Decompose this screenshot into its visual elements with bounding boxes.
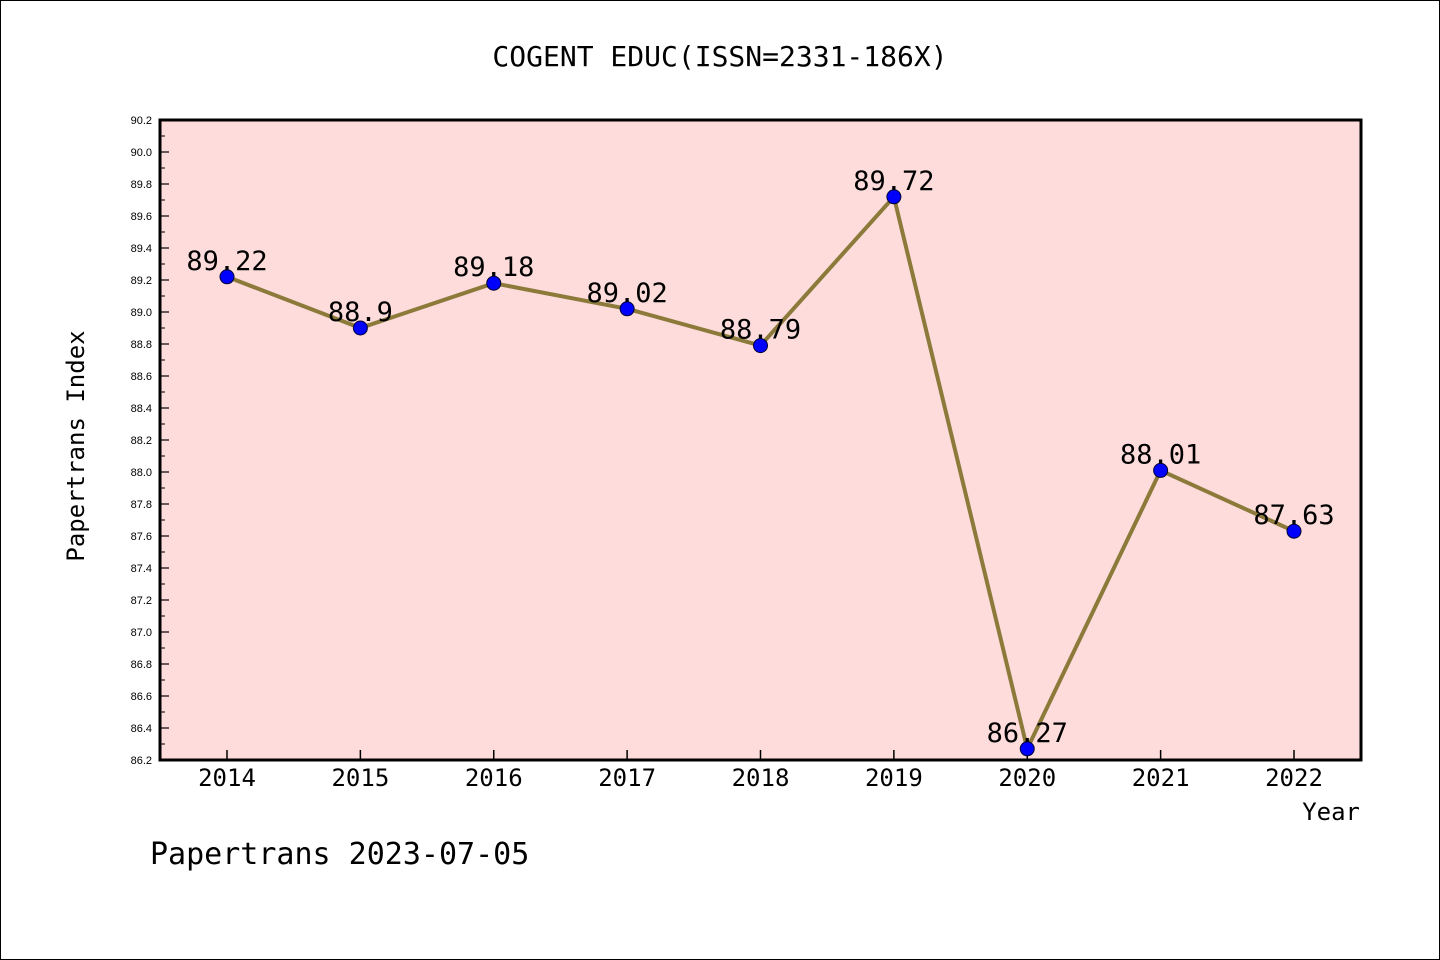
y-tick-label: 90.0 [131,147,152,159]
data-point [1019,741,1035,757]
data-labels: 89.22 88.9 89.18 89.02 88.79 89.72 86.27 88.01 8… [186,166,1334,749]
x-tick-label: 2022 [1265,764,1323,792]
y-tick-label: 88.4 [131,403,152,415]
x-tick-label: 2016 [465,764,523,792]
x-axis-label: Year [1302,798,1360,826]
data-point [352,320,368,336]
data-label: 88.9 [328,297,393,328]
x-tick-label: 2021 [1132,764,1190,792]
y-tick-label: 88.8 [131,339,152,351]
y-tick-label: 88.6 [131,371,152,383]
data-label: 86.27 [987,718,1068,749]
data-point [486,275,502,291]
y-tick-label: 89.8 [131,179,152,191]
data-point [219,269,235,285]
y-tick-label: 88.2 [131,435,152,447]
data-label: 89.72 [853,166,934,197]
y-tick-label: 86.6 [131,691,152,703]
data-label: 88.79 [720,315,801,346]
y-tick-label: 86.4 [131,723,152,735]
data-point [886,189,902,205]
data-label: 87.63 [1253,500,1334,531]
y-tick-label: 86.2 [131,755,152,767]
plot-area [158,118,1363,762]
y-axis-ticks: 86.2 86.4 86.6 86.8 87.0 87.2 87.4 87.6 87.8 88.0… [131,115,169,767]
y-tick-label: 87.4 [131,563,152,575]
y-tick-label: 89.0 [131,307,152,319]
x-tick-label: 2020 [998,764,1056,792]
y-tick-label: 89.4 [131,243,152,255]
series-layer [219,189,1302,757]
y-axis-label: Papertrans Index [62,330,90,561]
data-label: 88.01 [1120,439,1201,470]
data-label: 89.02 [586,278,667,309]
data-label: 89.22 [186,246,267,277]
chart-title: COGENT EDUC(ISSN=2331-186X) [492,40,947,73]
data-label: 89.18 [453,252,534,283]
x-tick-label: 2015 [331,764,389,792]
y-tick-label: 87.8 [131,499,152,511]
y-tick-label: 88.0 [131,467,152,479]
data-point [1286,523,1302,539]
y-tick-label: 87.0 [131,627,152,639]
y-tick-label: 89.6 [131,211,152,223]
y-tick-label: 89.2 [131,275,152,287]
y-tick-label: 86.8 [131,659,152,671]
x-axis-ticks: 2014 2015 2016 2017 2018 2019 2020 2021 2022 [198,750,1323,792]
data-point [619,301,635,317]
data-point [1153,462,1169,478]
x-tick-label: 2019 [865,764,923,792]
footer-text: Papertrans 2023-07-05 [150,837,529,872]
data-point [753,338,768,354]
y-tick-label: 87.6 [131,531,152,543]
x-tick-label: 2017 [598,764,656,792]
y-tick-label: 90.2 [131,115,152,127]
x-tick-label: 2018 [732,764,790,792]
x-tick-label: 2014 [198,764,256,792]
y-tick-label: 87.2 [131,595,152,607]
